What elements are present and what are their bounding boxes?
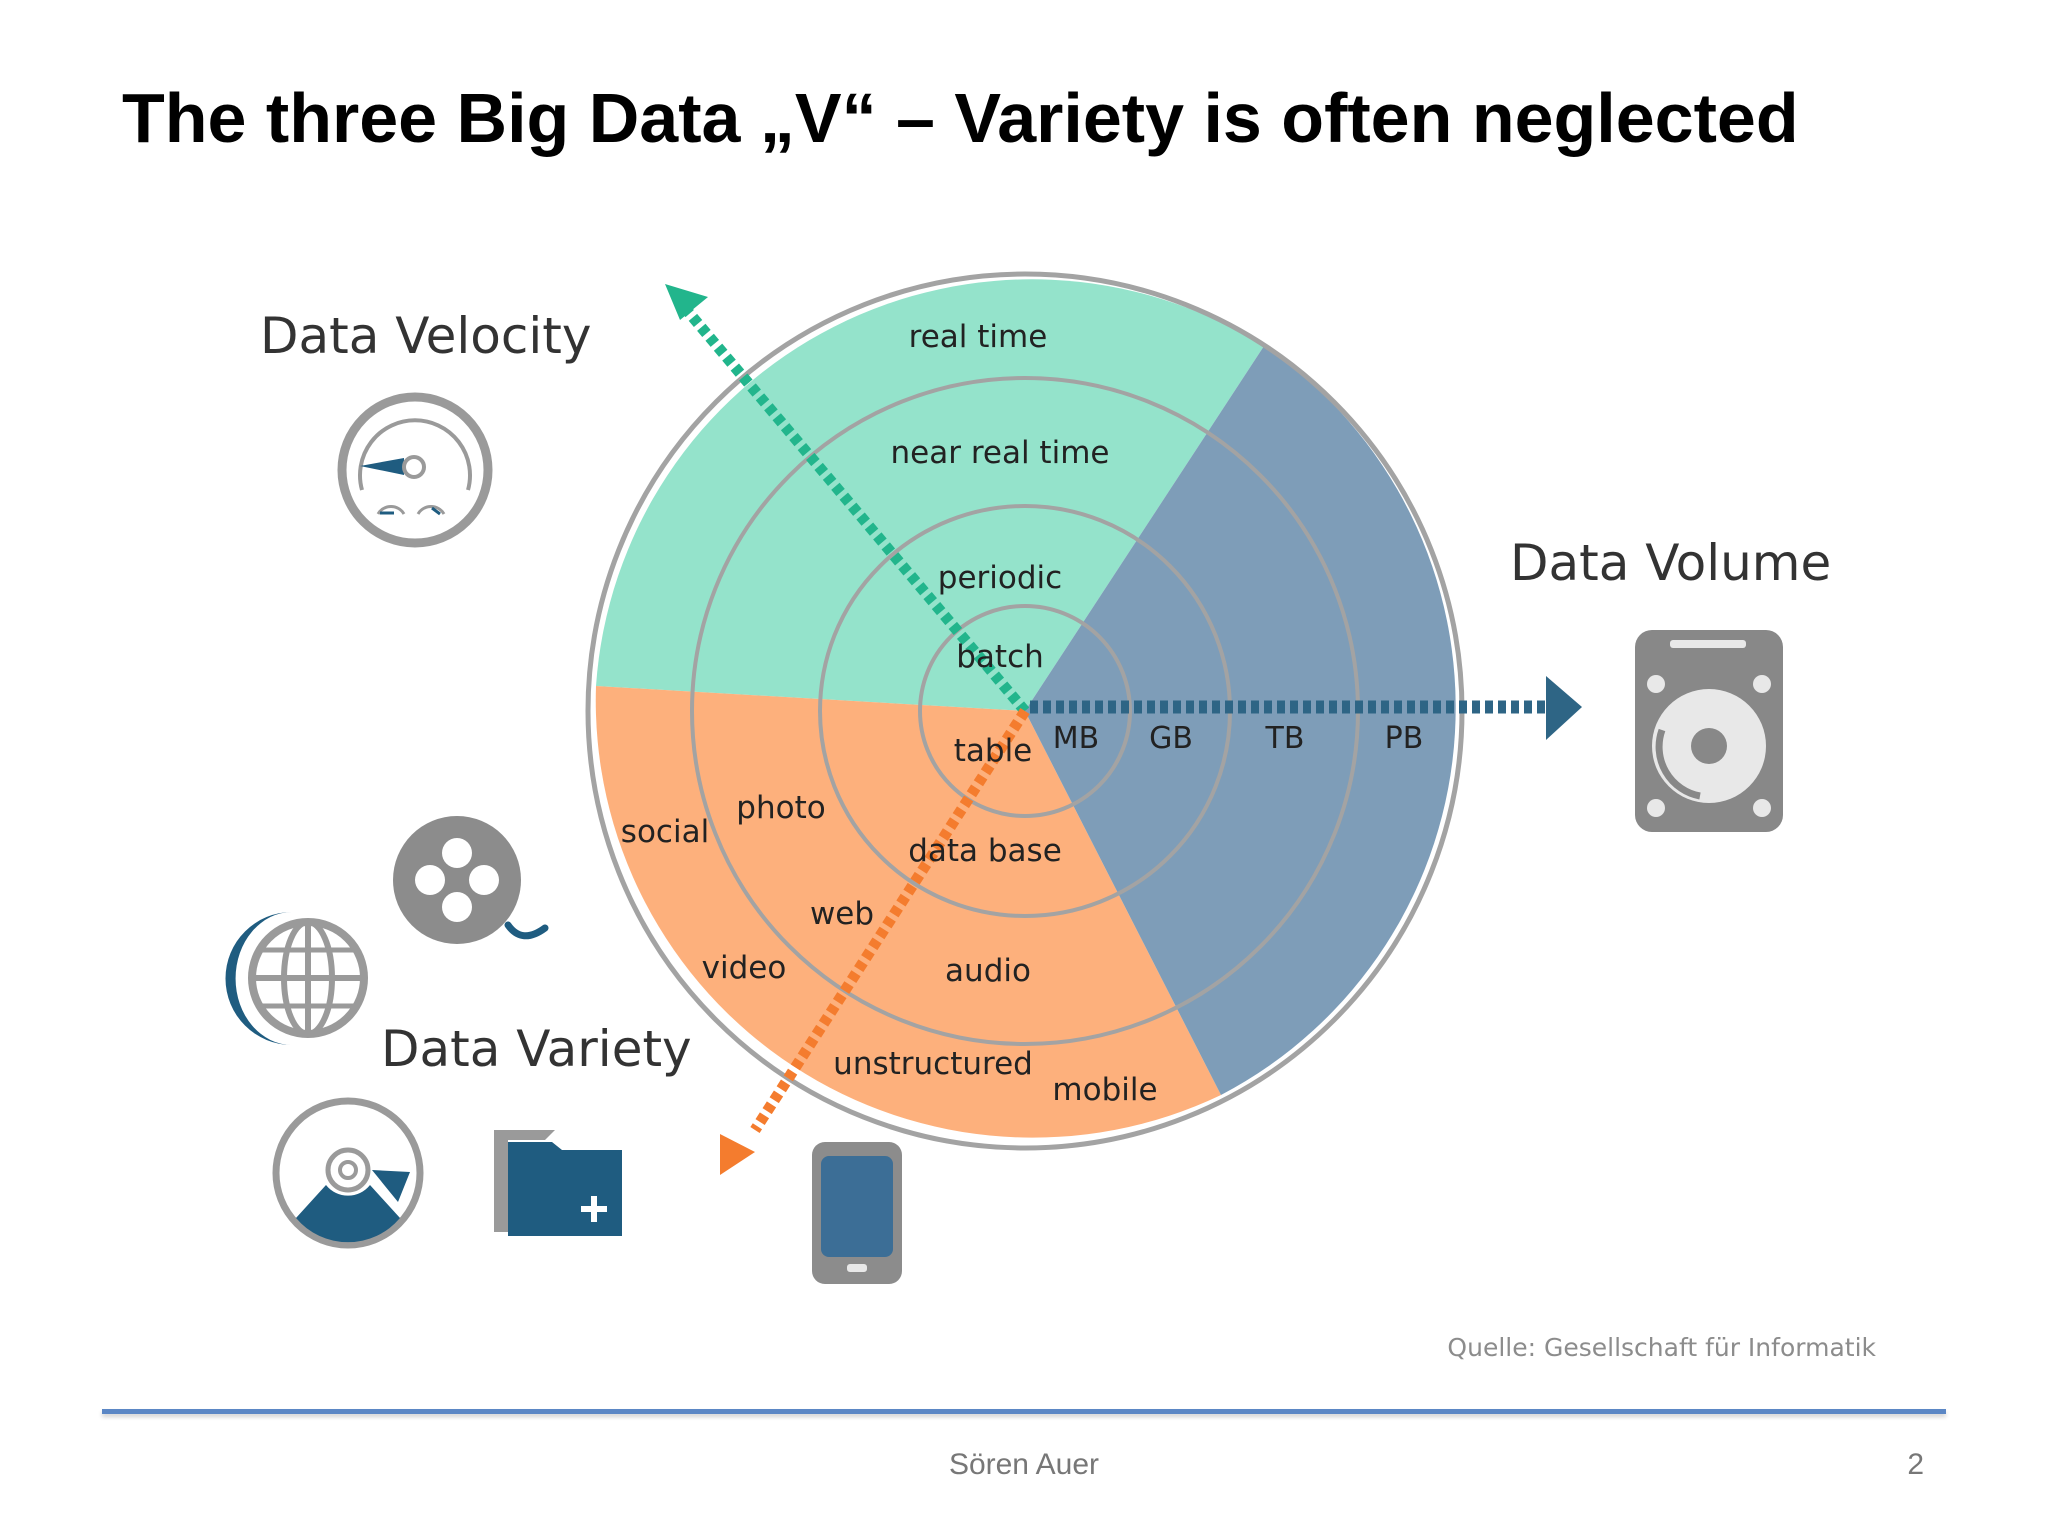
volume-sector [1025,346,1456,1095]
volume-unit-label: TB [1265,721,1305,756]
source-citation: Quelle: Gesellschaft für Informatik [1447,1333,1876,1362]
hard-drive-icon [1635,630,1783,832]
variety-title: Data Variety [381,1020,692,1078]
velocity-arrowhead [665,284,708,320]
variety-label: table [954,733,1033,769]
variety-label: web [810,896,874,932]
volume-arrowhead [1546,676,1582,740]
film-reel-icon [393,816,549,944]
velocity-ring-label: near real time [891,435,1110,471]
variety-label: data base [908,833,1062,869]
variety-label: video [702,950,787,986]
disc-icon [272,1097,424,1249]
velocity-ring-label: real time [909,319,1048,355]
volume-title: Data Volume [1510,534,1831,592]
velocity-title: Data Velocity [260,307,591,365]
variety-label: mobile [1052,1072,1157,1108]
velocity-ring-label: periodic [938,560,1062,596]
slide-title: The three Big Data „V“ – Variety is ofte… [122,79,1799,157]
variety-label: social [621,814,709,850]
variety-arrow-line [750,708,1030,1133]
variety-arrowhead [720,1134,755,1175]
variety-label: audio [945,953,1031,989]
mobile-phone-icon [812,1142,902,1284]
volume-unit-label: PB [1385,721,1424,756]
footer-divider [102,1409,1946,1414]
variety-label: unstructured [833,1046,1033,1082]
footer-author: Sören Auer [948,1448,1100,1481]
volume-unit-label: MB [1053,721,1099,756]
folder-add-icon [494,1130,622,1236]
velocity-ring-label: batch [956,639,1044,675]
globe-icon [225,912,368,1045]
velocity-arrow-line [680,304,1030,715]
variety-label: photo [736,790,825,826]
speedometer-icon [337,392,493,548]
variety-sector [595,686,1221,1138]
page-number: 2 [1907,1448,1924,1481]
volume-unit-label: GB [1149,721,1193,756]
